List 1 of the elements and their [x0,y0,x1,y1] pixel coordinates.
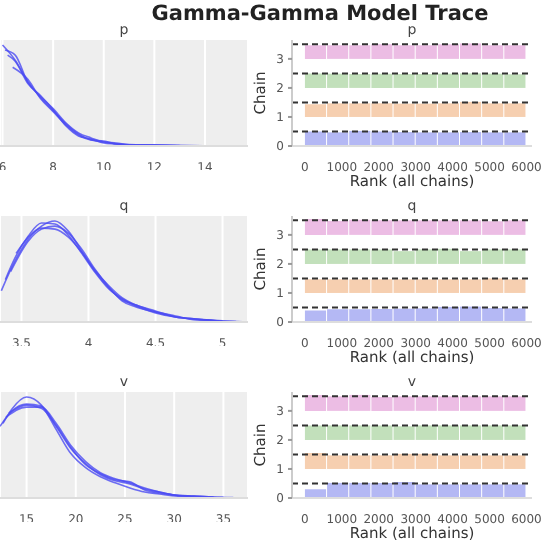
text: Gamma-Gamma Model Trace [151,2,489,26]
